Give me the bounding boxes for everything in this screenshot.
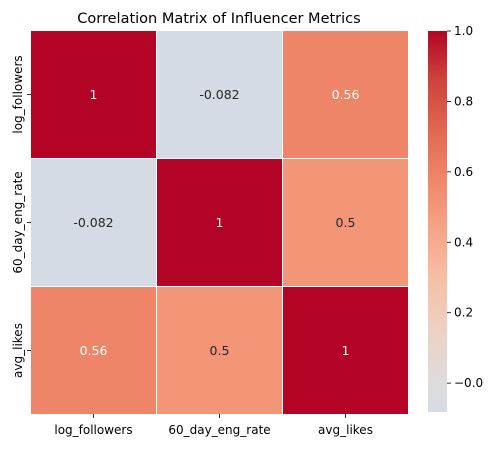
- heatmap-cell-1-0: [31, 159, 156, 286]
- colorbar: −0.0 0.2 0.4 0.6 0.8 1.0: [428, 24, 483, 412]
- heatmap-cell-2-2: [283, 287, 408, 414]
- colorbar-tick-label-1: 0.2: [454, 306, 473, 320]
- heatmap-cell-1-1: [157, 159, 282, 286]
- cell-annotation-2-0: 0.56: [80, 343, 108, 358]
- colorbar-tick-label-0: −0.0: [454, 376, 483, 390]
- colorbar-gradient: [428, 31, 447, 412]
- heatmap-cells: [31, 31, 408, 414]
- y-tick-label-2: avg_likes: [11, 323, 25, 378]
- colorbar-tick-label-2: 0.4: [454, 235, 473, 249]
- y-axis: log_followers 60_day_eng_rate avg_likes: [11, 55, 31, 378]
- cell-annotation-0-2: 0.56: [332, 87, 360, 102]
- cell-annotation-1-1: 1: [216, 215, 224, 230]
- heatmap-cell-0-1: [157, 31, 282, 158]
- x-tick-label-2: avg_likes: [318, 423, 373, 437]
- heatmap-annotations: 1 -0.082 0.56 -0.082 1 0.5 0.56 0.5 1: [73, 87, 359, 358]
- heatmap-cell-0-0: [31, 31, 156, 158]
- x-tick-label-1: 60_day_eng_rate: [168, 423, 270, 437]
- heatmap-cell-2-0: [31, 287, 156, 414]
- heatmap-cell-0-2: [283, 31, 408, 158]
- cell-annotation-1-2: 0.5: [336, 215, 356, 230]
- x-tick-label-0: log_followers: [54, 423, 132, 437]
- chart-title: Correlation Matrix of Influencer Metrics: [77, 11, 360, 27]
- heatmap-cell-1-2: [283, 159, 408, 286]
- colorbar-tick-label-5: 1.0: [454, 24, 473, 38]
- cell-annotation-2-1: 0.5: [210, 343, 230, 358]
- y-tick-label-0: log_followers: [11, 55, 25, 133]
- colorbar-tick-label-4: 0.8: [454, 94, 473, 108]
- cell-annotation-2-2: 1: [342, 343, 350, 358]
- cell-annotation-0-1: -0.082: [199, 87, 239, 102]
- heatmap-cell-2-1: [157, 287, 282, 414]
- x-axis: log_followers 60_day_eng_rate avg_likes: [54, 414, 373, 437]
- y-tick-label-1: 60_day_eng_rate: [11, 171, 25, 273]
- colorbar-ticks: −0.0 0.2 0.4 0.6 0.8 1.0: [447, 24, 483, 390]
- colorbar-tick-label-3: 0.6: [454, 165, 473, 179]
- cell-annotation-0-0: 1: [90, 87, 98, 102]
- cell-annotation-1-0: -0.082: [73, 215, 113, 230]
